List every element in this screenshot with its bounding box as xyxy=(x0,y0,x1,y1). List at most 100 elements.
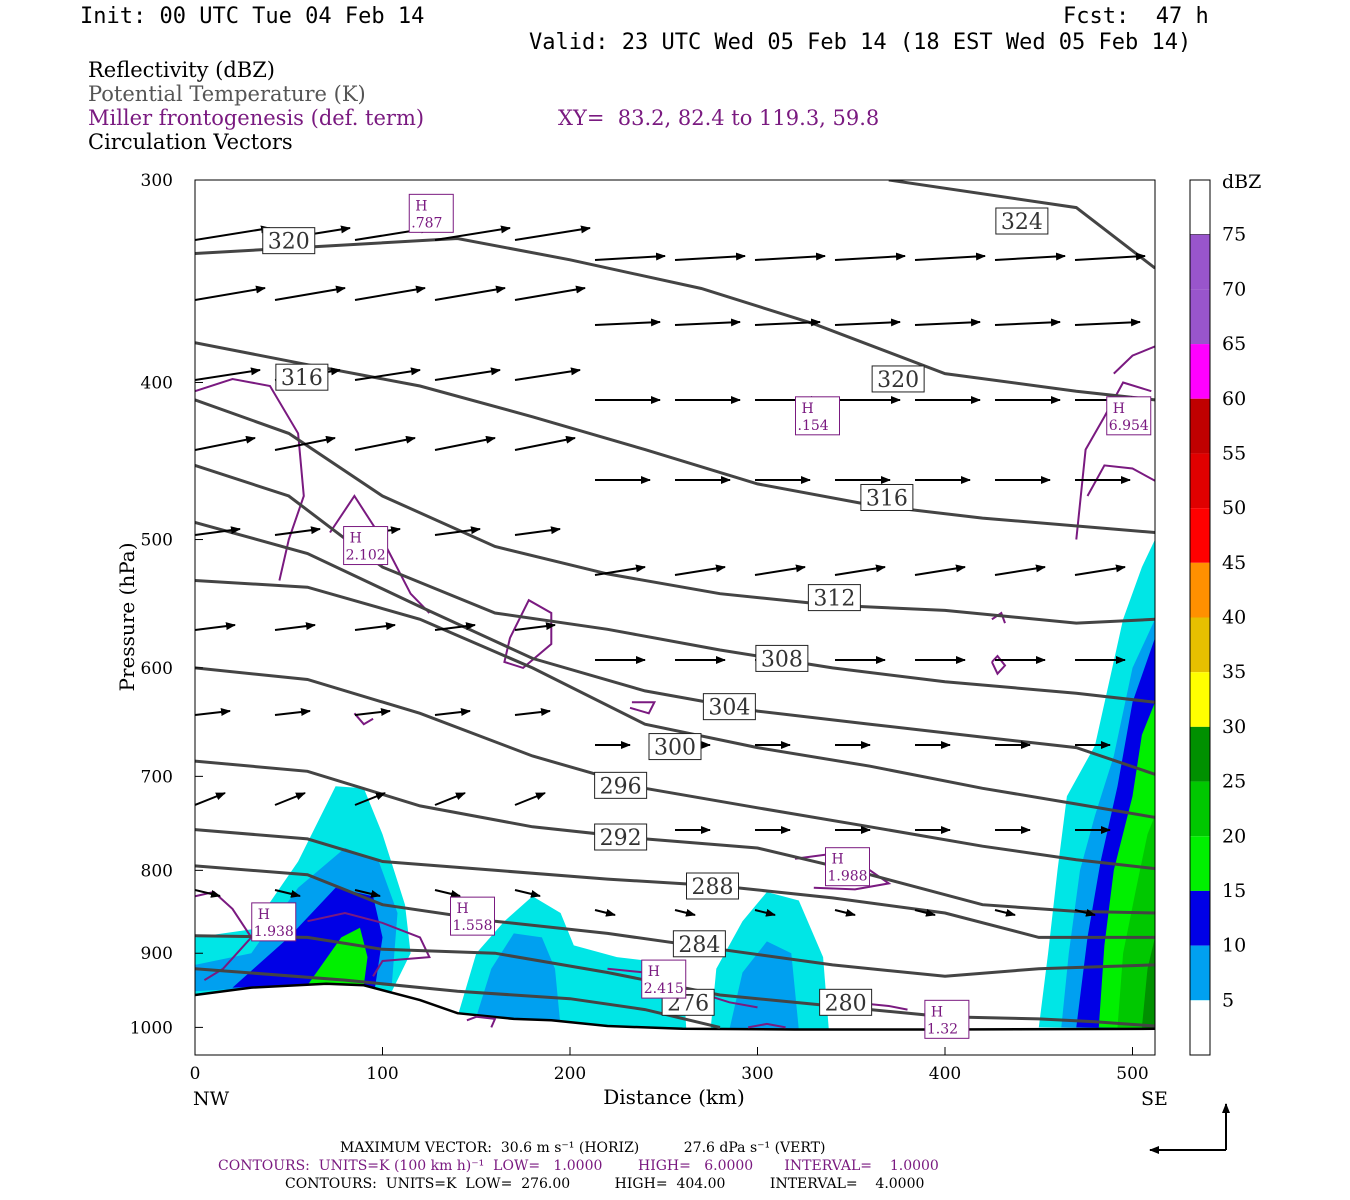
vector-arrow-19 xyxy=(754,318,821,327)
theta-line-284 xyxy=(195,864,1155,978)
vector-arrow-12 xyxy=(195,285,266,301)
vector-arrow-107 xyxy=(1074,908,1096,917)
fronto-max-2: H6.954 xyxy=(1106,396,1152,436)
theta-label-6: 308 xyxy=(755,644,809,672)
x-end-label-nw: NW xyxy=(193,1088,230,1110)
theta-label-box xyxy=(648,733,702,761)
fronto-max-value: .787 xyxy=(411,215,442,231)
theta-label-0: 320 xyxy=(262,227,316,255)
fronto-contour-12 xyxy=(747,1022,786,1029)
vector-arrow-6 xyxy=(674,252,746,261)
vector-arrow-38 xyxy=(354,435,416,451)
vector-arrow-22 xyxy=(994,318,1061,327)
fronto-max-h: H xyxy=(832,852,844,868)
fronto-max-box xyxy=(251,902,297,942)
vector-arrow-96 xyxy=(195,889,221,898)
vector-arrow-20 xyxy=(834,318,901,327)
x-tick-label-400: 400 xyxy=(929,1064,961,1084)
fronto-max-h: H xyxy=(1113,401,1125,417)
fronto-max-h: H xyxy=(802,401,814,417)
vector-arrow-3 xyxy=(434,225,511,241)
fronto-max-3: H2.102 xyxy=(343,526,389,566)
y-tick-label-600: 600 xyxy=(141,659,173,679)
vector-arrow-103 xyxy=(754,908,776,917)
colorbar-level-60: 60 xyxy=(1222,388,1246,410)
contour-labels: 320 324 316 320 316 312 308 304 300 296 292 288 284 2… xyxy=(251,193,1152,1039)
vector-arrow-11 xyxy=(1074,252,1146,261)
vector-arrow-61 xyxy=(274,622,316,631)
max-vector-note: MAXIMUM VECTOR: 30.6 m s⁻¹ (HORIZ) 27.6 … xyxy=(340,1140,826,1156)
fronto-contour-14 xyxy=(629,701,657,715)
colorbar-cell-0 xyxy=(1190,234,1210,290)
theta-line-308 xyxy=(195,463,1155,704)
fronto-max-5: H1.558 xyxy=(450,896,495,936)
colorbar-level-45: 45 xyxy=(1222,552,1246,574)
theta-label-text: 280 xyxy=(825,991,867,1016)
theta-line-312 xyxy=(195,398,1155,625)
colorbar-cell-8 xyxy=(1190,672,1210,727)
theta-line-288 xyxy=(195,828,1155,939)
vector-arrow-52 xyxy=(514,526,561,536)
y-tick-label-400: 400 xyxy=(141,373,173,393)
fronto-max-h: H xyxy=(457,901,469,917)
field-theta: Potential Temperature (K) xyxy=(88,82,366,106)
fronto-max-box xyxy=(408,193,454,233)
vector-arrow-51 xyxy=(434,526,481,536)
vector-arrow-74 xyxy=(354,708,391,716)
theta-label-text: 320 xyxy=(268,230,310,255)
theta-label-box xyxy=(594,771,648,799)
colorbar-level-35: 35 xyxy=(1222,661,1246,683)
theta-label-text: 316 xyxy=(866,486,908,511)
theta-label-7: 304 xyxy=(702,693,756,721)
y-tick-label-500: 500 xyxy=(141,531,173,551)
vector-arrow-36 xyxy=(195,435,256,451)
theta-label-1: 324 xyxy=(995,207,1049,235)
colorbar-level-30: 30 xyxy=(1222,716,1246,738)
fronto-max-7: H2.415 xyxy=(641,959,687,999)
vector-arrow-13 xyxy=(274,285,346,301)
theta-label-text: 300 xyxy=(654,736,696,761)
colorbar-level-5: 5 xyxy=(1222,989,1234,1011)
theta-label-box xyxy=(686,872,739,900)
theta-line-292 xyxy=(195,759,1155,915)
theta-line-276 xyxy=(195,967,721,1029)
theta-label-box xyxy=(262,227,316,255)
fronto-max-h: H xyxy=(648,964,660,980)
colorbar-cell-9 xyxy=(1190,726,1210,782)
valid-time: Valid: 23 UTC Wed 05 Feb 14 (18 EST Wed … xyxy=(529,30,1192,55)
colorbar-cell-4 xyxy=(1190,453,1210,509)
theta-label-11: 288 xyxy=(686,872,739,900)
colorbar-cell-6 xyxy=(1190,562,1210,618)
vector-arrow-85 xyxy=(274,792,306,806)
fronto-max-h: H xyxy=(258,907,270,923)
vector-arrow-57 xyxy=(914,564,966,576)
fronto-contour-7 xyxy=(307,911,431,977)
vector-arrow-56 xyxy=(834,564,886,576)
x-tick-label-500: 500 xyxy=(1116,1064,1148,1084)
colorbar-bottom-cell xyxy=(1190,1000,1210,1055)
colorbar-level-50: 50 xyxy=(1222,497,1246,519)
reflectivity-region-3 xyxy=(307,927,368,986)
vector-arrow-17 xyxy=(594,318,661,327)
dbz-colorbar: dBZ 75 70 65 60 55 50 45 40 35 30 25 20 15 10 5 xyxy=(1189,171,1261,1056)
vector-arrow-72 xyxy=(195,708,231,716)
colorbar-cell-1 xyxy=(1190,289,1210,345)
theta-label-text: 320 xyxy=(877,368,919,393)
x-tick-label-100: 100 xyxy=(366,1064,398,1084)
fronto-contour-15 xyxy=(991,611,1006,624)
colorbar-top-cell xyxy=(1189,179,1211,236)
y-tick-label-900: 900 xyxy=(141,944,173,964)
fronto-contour-11 xyxy=(466,1015,497,1028)
vector-arrow-49 xyxy=(274,526,321,536)
vector-arrow-9 xyxy=(914,252,986,261)
y-axis-label: Pressure (hPa) xyxy=(115,543,139,692)
theta-label-box xyxy=(819,988,873,1016)
theta-label-3: 320 xyxy=(871,365,925,393)
vector-arrow-58 xyxy=(994,564,1046,576)
fronto-max-h: H xyxy=(350,531,362,547)
colorbar-cell-5 xyxy=(1190,508,1210,563)
theta-label-4: 316 xyxy=(860,483,914,511)
theta-label-8: 300 xyxy=(648,733,702,761)
vector-arrow-59 xyxy=(1074,564,1126,576)
theta-label-14: 280 xyxy=(819,988,873,1016)
